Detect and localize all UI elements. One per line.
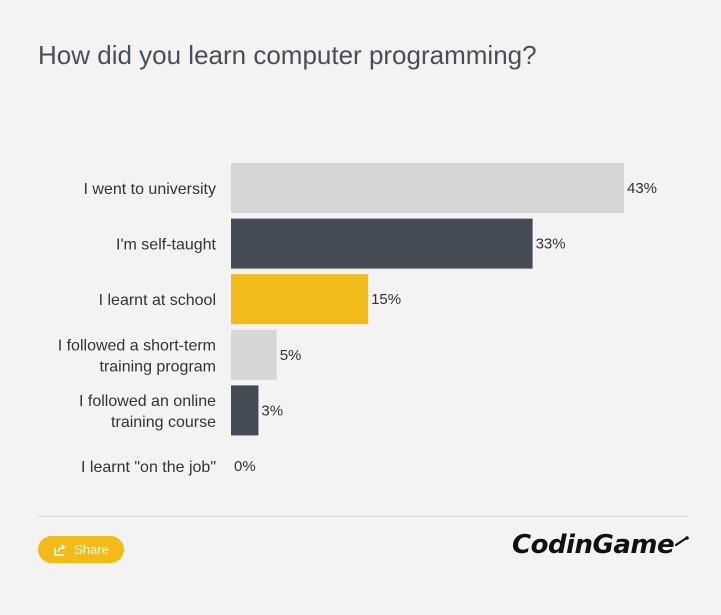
category-label: I followed an online training course: [79, 393, 216, 431]
divider: [38, 516, 688, 517]
bar-1: [231, 218, 533, 269]
bar-0: [231, 163, 624, 213]
bar-2: [231, 274, 369, 325]
share-button[interactable]: Share: [38, 536, 124, 563]
value-label: 0%: [234, 458, 256, 475]
chart-title: How did you learn computer programming?: [38, 40, 537, 70]
category-label: I followed a short-term training program: [58, 337, 216, 375]
category-label: I went to university: [84, 181, 217, 198]
value-label: 15%: [371, 291, 401, 308]
category-label: I'm self-taught: [116, 237, 217, 254]
codingame-logo: CodinGame: [512, 530, 675, 560]
value-label: 43%: [627, 180, 657, 197]
bar-chart: I went to university 43% I'm self-taught 33…: [58, 163, 657, 476]
value-label: 5%: [280, 347, 302, 364]
logo-mark-icon: [675, 536, 689, 546]
bar-4: [231, 385, 259, 436]
bar-3: [231, 329, 277, 380]
category-label: I learnt "on the job": [81, 459, 216, 476]
share-icon: [54, 543, 66, 556]
value-label: 3%: [261, 402, 283, 419]
share-label: Share: [74, 542, 109, 557]
value-label: 33%: [536, 236, 566, 253]
category-label: I learnt at school: [99, 292, 216, 309]
